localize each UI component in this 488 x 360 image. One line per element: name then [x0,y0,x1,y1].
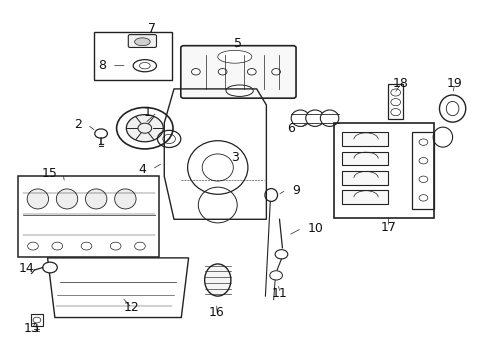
Text: 9: 9 [291,184,300,197]
Ellipse shape [218,68,226,75]
Ellipse shape [115,189,136,209]
Bar [411,132,433,208]
Ellipse shape [204,264,230,296]
Ellipse shape [390,89,400,96]
Text: 7: 7 [148,22,156,35]
Text: 14: 14 [19,262,34,275]
Ellipse shape [418,195,427,201]
Text: 4: 4 [138,163,146,176]
Text: 5: 5 [234,37,242,50]
Ellipse shape [126,114,163,142]
Ellipse shape [134,242,145,250]
Text: 16: 16 [208,306,224,319]
Ellipse shape [42,262,57,273]
Ellipse shape [390,99,400,106]
Bar [341,132,387,146]
Ellipse shape [305,110,324,126]
Ellipse shape [418,157,427,164]
Bar [19,176,159,257]
Ellipse shape [271,68,280,75]
Bar [94,32,171,80]
Text: 8: 8 [98,59,106,72]
Bar [30,314,43,326]
Ellipse shape [134,38,150,46]
Ellipse shape [28,242,38,250]
Bar [341,152,387,165]
Text: 3: 3 [230,151,238,165]
Text: 15: 15 [41,167,57,180]
Bar [341,190,387,204]
Ellipse shape [110,242,121,250]
Text: 18: 18 [392,77,408,90]
Ellipse shape [85,189,107,209]
Ellipse shape [27,189,48,209]
Ellipse shape [191,68,200,75]
Text: 11: 11 [271,287,287,300]
Ellipse shape [56,189,78,209]
Ellipse shape [81,242,92,250]
Text: 10: 10 [307,222,323,235]
Ellipse shape [225,85,253,96]
Bar [387,84,403,119]
Text: 19: 19 [446,77,462,90]
Bar [341,171,387,185]
Text: 6: 6 [286,122,294,135]
Ellipse shape [217,50,251,63]
FancyBboxPatch shape [181,46,295,98]
Text: 13: 13 [23,323,40,336]
Ellipse shape [320,110,338,126]
Bar [334,123,433,217]
Ellipse shape [33,317,41,323]
Ellipse shape [418,176,427,183]
Text: 17: 17 [380,221,396,234]
Ellipse shape [418,139,427,145]
Ellipse shape [390,109,400,116]
FancyBboxPatch shape [128,35,156,48]
Text: 12: 12 [123,301,139,314]
Text: 2: 2 [74,118,81,131]
Ellipse shape [290,110,309,126]
Ellipse shape [247,68,256,75]
Text: 1: 1 [143,105,151,119]
Ellipse shape [52,242,62,250]
